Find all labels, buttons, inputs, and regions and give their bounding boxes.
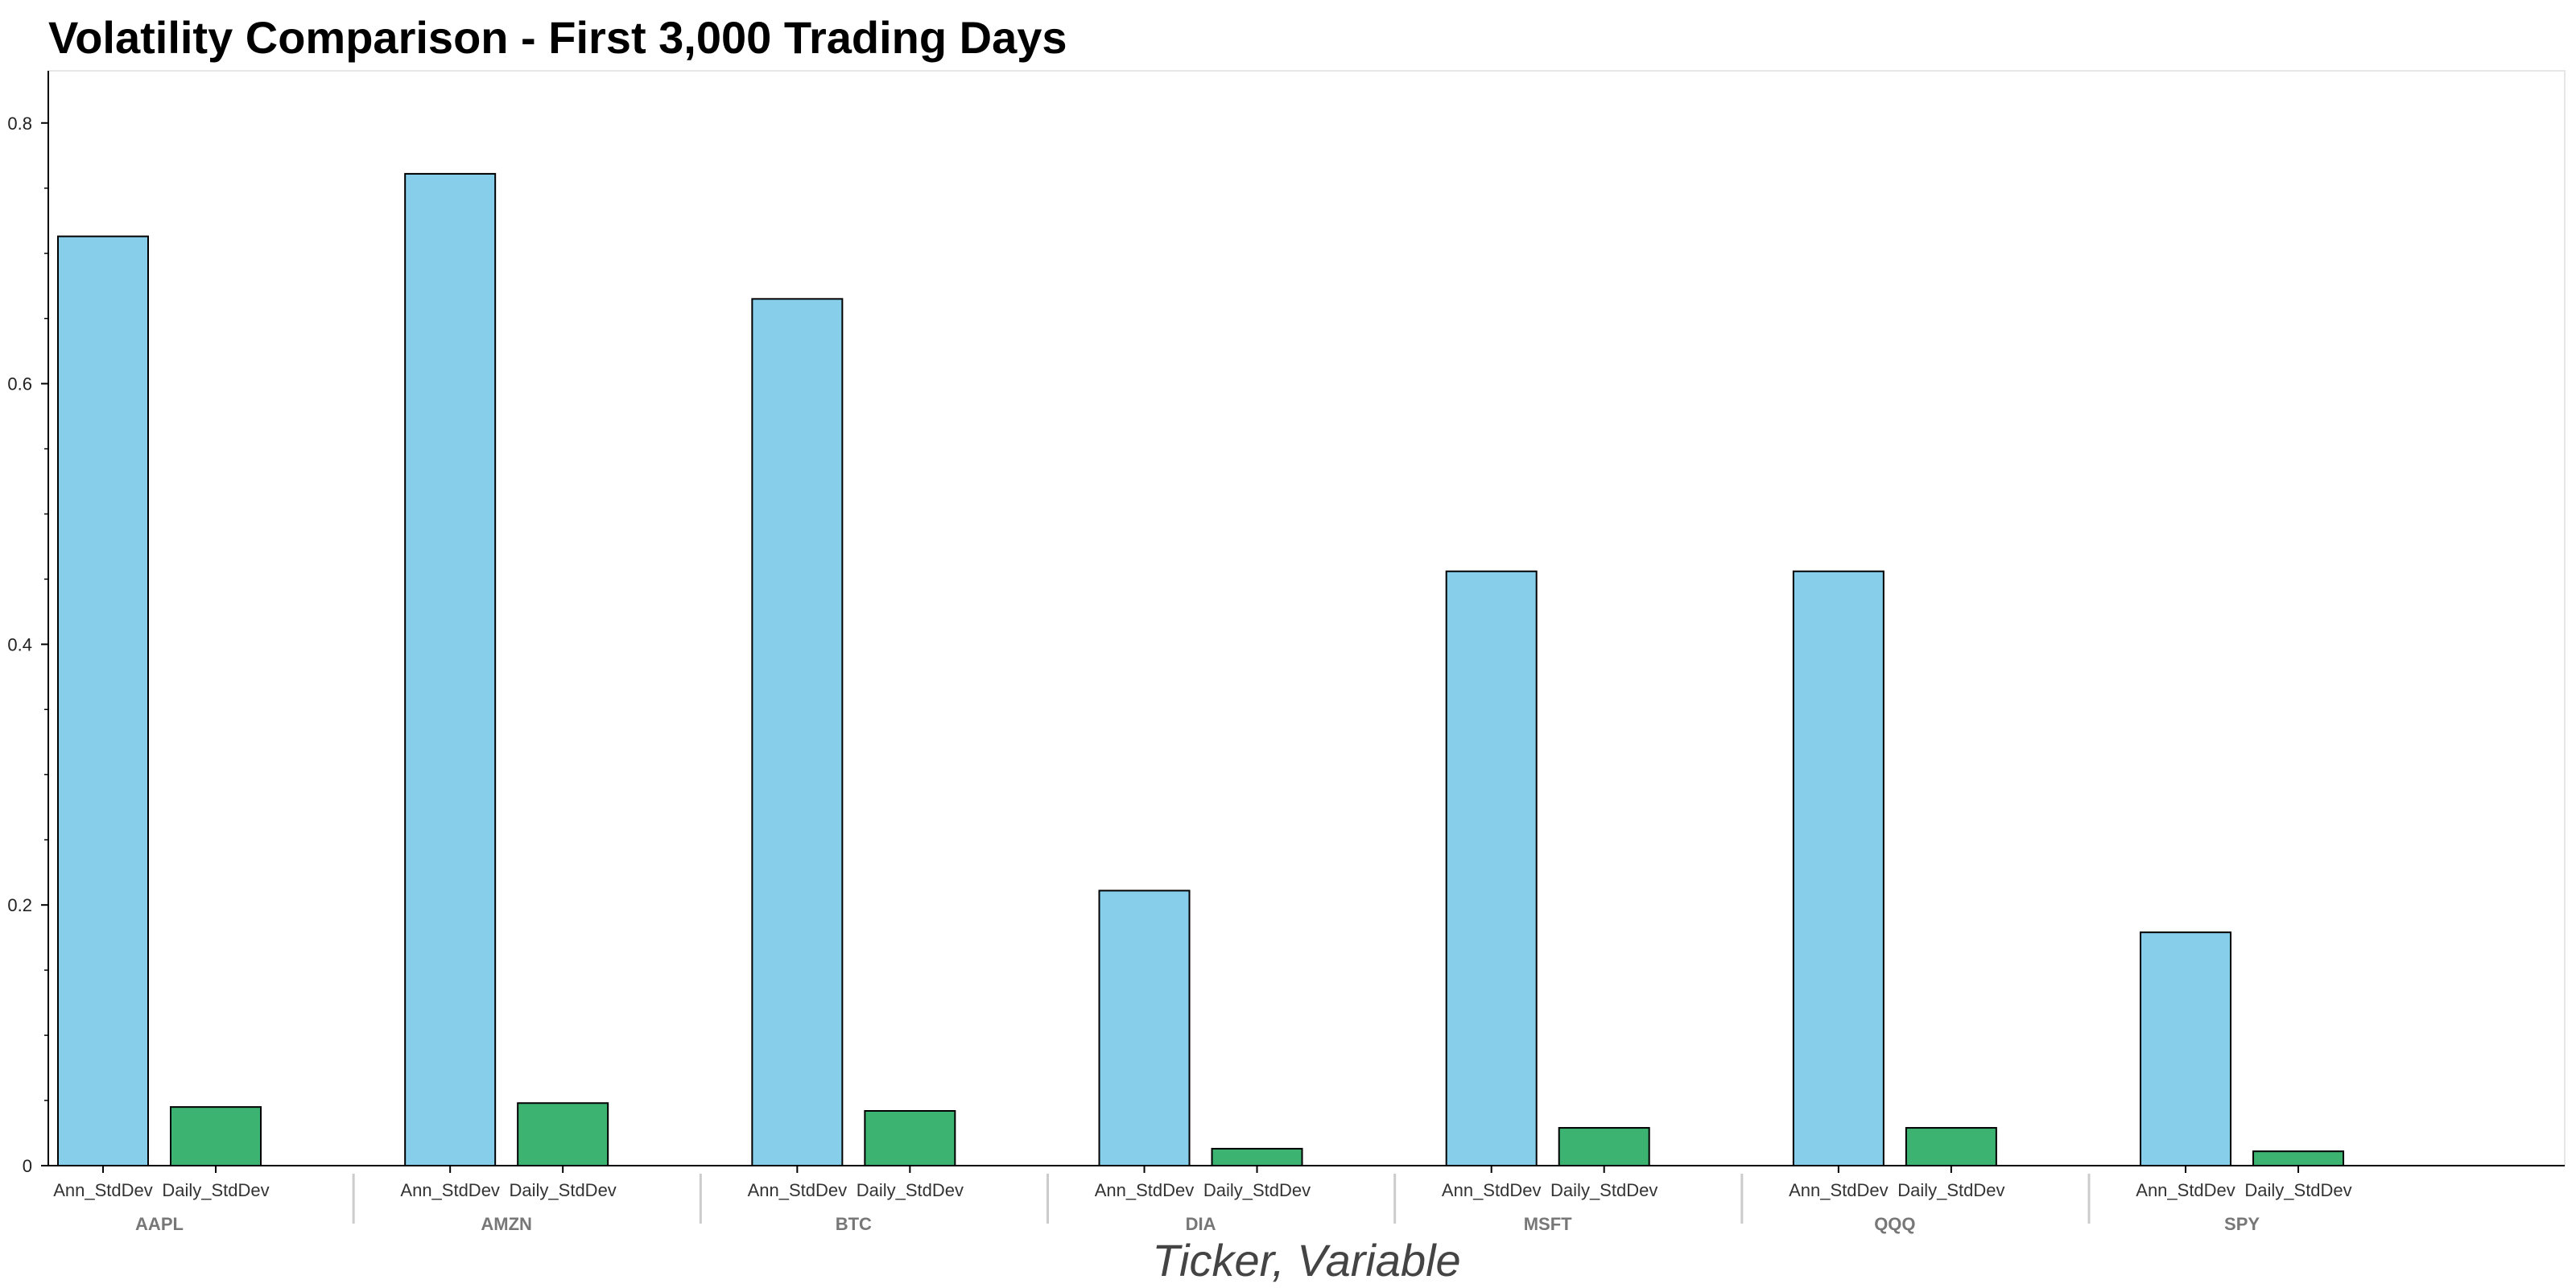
bar-aapl-ann-stddev: [57, 235, 149, 1167]
bar-spy-ann-stddev: [2140, 931, 2232, 1166]
x-category-label: Daily_StdDev: [1203, 1180, 1311, 1200]
x-category-label: Daily_StdDev: [2244, 1180, 2351, 1200]
bar-btc-daily-stddev: [864, 1110, 956, 1166]
y-tick-label: 0.8: [7, 114, 32, 134]
y-tick-label: 0.4: [7, 634, 32, 654]
x-group-label: BTC: [836, 1214, 872, 1234]
y-tick-label: 0.6: [7, 374, 32, 394]
y-tick-label: 0: [23, 1156, 32, 1176]
x-category-label: Daily_StdDev: [1897, 1180, 2004, 1200]
x-category-label: Ann_StdDev: [1095, 1180, 1195, 1200]
x-category-label: Ann_StdDev: [53, 1180, 153, 1200]
bar-msft-ann-stddev: [1445, 570, 1538, 1166]
bar-qqq-ann-stddev: [1792, 570, 1885, 1166]
bar-amzn-daily-stddev: [517, 1102, 609, 1167]
x-group-label: QQQ: [1874, 1214, 1915, 1234]
x-category-label: Ann_StdDev: [1442, 1180, 1542, 1200]
x-category-label: Ann_StdDev: [1789, 1180, 1889, 1200]
x-category-label: Daily_StdDev: [162, 1180, 269, 1200]
x-group-label: AMZN: [481, 1214, 532, 1234]
x-group-label: DIA: [1186, 1214, 1216, 1234]
x-category-label: Daily_StdDev: [1550, 1180, 1657, 1200]
bar-aapl-daily-stddev: [170, 1106, 262, 1166]
bar-qqq-daily-stddev: [1905, 1127, 1997, 1166]
x-category-label: Daily_StdDev: [857, 1180, 964, 1200]
x-category-label: Daily_StdDev: [510, 1180, 617, 1200]
bar-spy-daily-stddev: [2252, 1150, 2345, 1166]
bar-amzn-ann-stddev: [404, 172, 497, 1166]
x-axis-title: Ticker, Variable: [1152, 1235, 1460, 1286]
x-category-label: Ann_StdDev: [2136, 1180, 2235, 1200]
bar-dia-ann-stddev: [1098, 890, 1191, 1167]
x-group-label: SPY: [2224, 1214, 2260, 1234]
y-tick-label: 0.2: [7, 895, 32, 915]
x-group-label: MSFT: [1524, 1214, 1572, 1234]
x-category-label: Ann_StdDev: [748, 1180, 848, 1200]
x-group-label: AAPL: [135, 1214, 184, 1234]
chart-title: Volatility Comparison - First 3,000 Trad…: [48, 12, 1067, 63]
x-category-label: Ann_StdDev: [400, 1180, 500, 1200]
bar-btc-ann-stddev: [751, 298, 844, 1166]
bar-dia-daily-stddev: [1211, 1147, 1303, 1167]
bar-msft-daily-stddev: [1558, 1127, 1650, 1166]
